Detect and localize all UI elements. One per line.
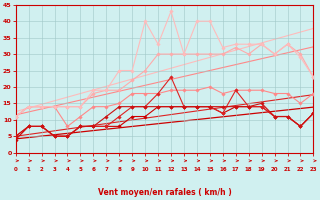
X-axis label: Vent moyen/en rafales ( km/h ): Vent moyen/en rafales ( km/h ) xyxy=(98,188,231,197)
